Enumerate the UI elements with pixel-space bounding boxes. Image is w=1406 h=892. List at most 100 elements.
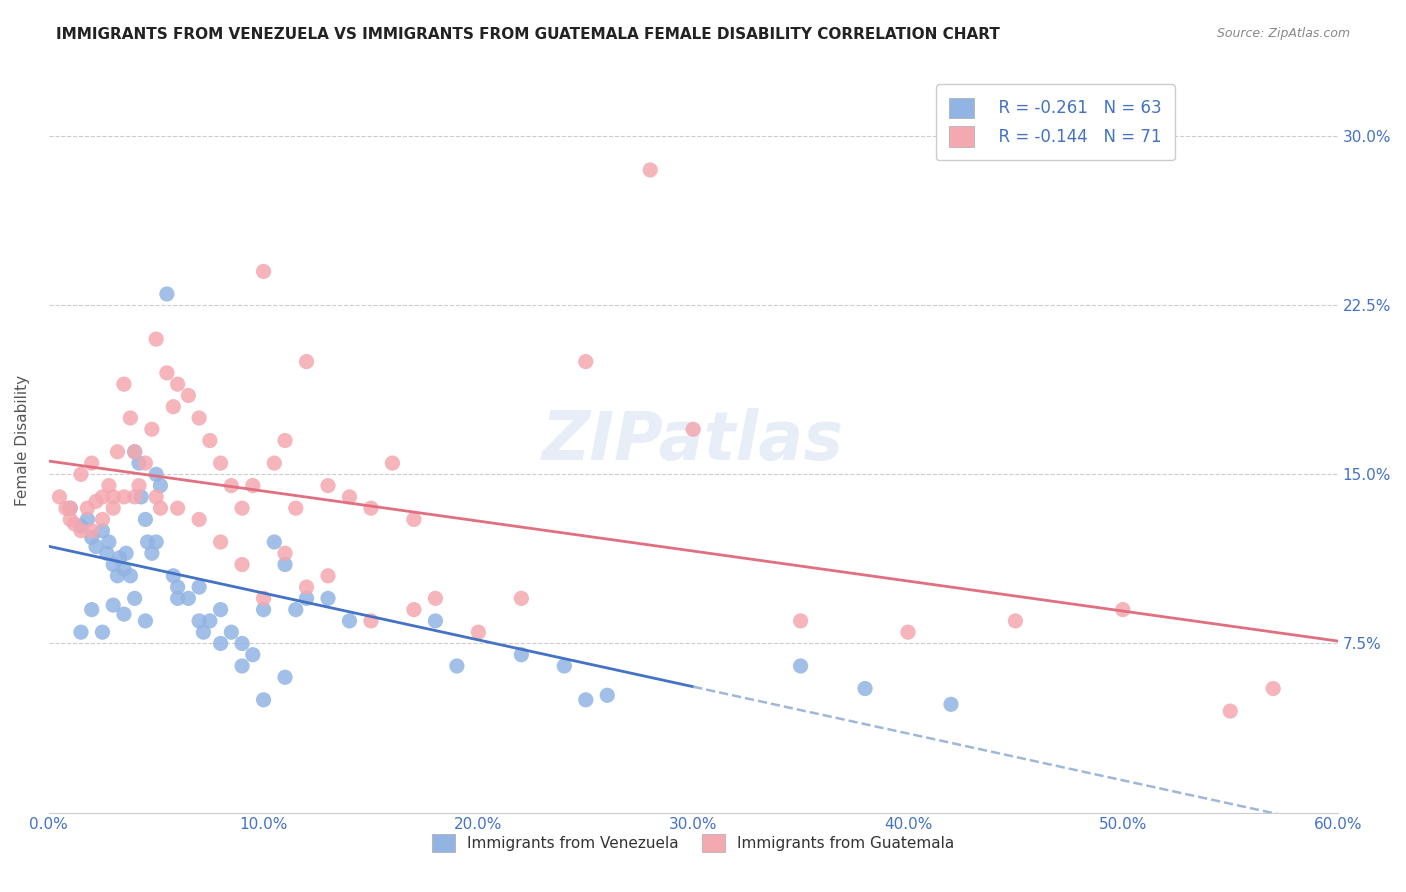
Point	[141, 422, 163, 436]
Point	[339, 614, 361, 628]
Point	[91, 490, 114, 504]
Point	[221, 625, 243, 640]
Point	[274, 546, 297, 560]
Point	[166, 591, 188, 606]
Text: ZIPatlas: ZIPatlas	[543, 408, 844, 474]
Point	[295, 591, 318, 606]
Point	[59, 512, 82, 526]
Point	[149, 501, 172, 516]
Point	[70, 467, 93, 482]
Point	[193, 625, 215, 640]
Point	[274, 434, 297, 448]
Point	[231, 636, 253, 650]
Point	[145, 332, 167, 346]
Point	[231, 558, 253, 572]
Point	[510, 591, 533, 606]
Point	[263, 535, 285, 549]
Point	[575, 354, 598, 368]
Point	[553, 659, 575, 673]
Point	[59, 501, 82, 516]
Point	[156, 366, 179, 380]
Point	[263, 456, 285, 470]
Point	[339, 490, 361, 504]
Point	[316, 591, 339, 606]
Point	[124, 490, 146, 504]
Point	[198, 614, 221, 628]
Point	[467, 625, 489, 640]
Point	[124, 445, 146, 459]
Point	[853, 681, 876, 696]
Point	[124, 591, 146, 606]
Point	[97, 535, 120, 549]
Point	[115, 546, 138, 560]
Point	[209, 636, 232, 650]
Point	[274, 558, 297, 572]
Point	[76, 512, 98, 526]
Point	[446, 659, 468, 673]
Point	[789, 659, 811, 673]
Point	[284, 602, 307, 616]
Point	[70, 625, 93, 640]
Point	[188, 411, 211, 425]
Point	[103, 598, 125, 612]
Point	[149, 478, 172, 492]
Point	[134, 614, 156, 628]
Point	[112, 490, 135, 504]
Point	[209, 602, 232, 616]
Point	[162, 569, 184, 583]
Point	[789, 614, 811, 628]
Point	[1004, 614, 1026, 628]
Point	[425, 591, 447, 606]
Point	[198, 434, 221, 448]
Point	[575, 693, 598, 707]
Point	[682, 422, 704, 436]
Point	[63, 516, 86, 531]
Point	[70, 519, 93, 533]
Point	[141, 546, 163, 560]
Legend:   R = -0.261   N = 63,   R = -0.144   N = 71: R = -0.261 N = 63, R = -0.144 N = 71	[936, 84, 1174, 160]
Point	[103, 490, 125, 504]
Point	[80, 602, 103, 616]
Point	[166, 501, 188, 516]
Point	[402, 512, 425, 526]
Point	[91, 625, 114, 640]
Point	[360, 501, 382, 516]
Text: Source: ZipAtlas.com: Source: ZipAtlas.com	[1216, 27, 1350, 40]
Point	[231, 659, 253, 673]
Point	[295, 354, 318, 368]
Point	[638, 163, 661, 178]
Point	[274, 670, 297, 684]
Point	[103, 558, 125, 572]
Point	[242, 648, 264, 662]
Point	[97, 478, 120, 492]
Point	[231, 501, 253, 516]
Point	[316, 569, 339, 583]
Point	[252, 591, 274, 606]
Point	[295, 580, 318, 594]
Point	[134, 512, 156, 526]
Point	[120, 411, 142, 425]
Point	[252, 264, 274, 278]
Point	[80, 524, 103, 538]
Point	[145, 535, 167, 549]
Point	[136, 535, 159, 549]
Point	[70, 524, 93, 538]
Text: IMMIGRANTS FROM VENEZUELA VS IMMIGRANTS FROM GUATEMALA FEMALE DISABILITY CORRELA: IMMIGRANTS FROM VENEZUELA VS IMMIGRANTS …	[56, 27, 1000, 42]
Point	[84, 540, 107, 554]
Point	[107, 445, 129, 459]
Point	[103, 501, 125, 516]
Point	[252, 602, 274, 616]
Point	[510, 648, 533, 662]
Point	[166, 377, 188, 392]
Point	[221, 478, 243, 492]
Point	[91, 524, 114, 538]
Y-axis label: Female Disability: Female Disability	[15, 375, 30, 506]
Point	[80, 456, 103, 470]
Point	[120, 569, 142, 583]
Point	[96, 546, 118, 560]
Point	[360, 614, 382, 628]
Point	[112, 562, 135, 576]
Point	[59, 501, 82, 516]
Point	[188, 512, 211, 526]
Point	[1263, 681, 1285, 696]
